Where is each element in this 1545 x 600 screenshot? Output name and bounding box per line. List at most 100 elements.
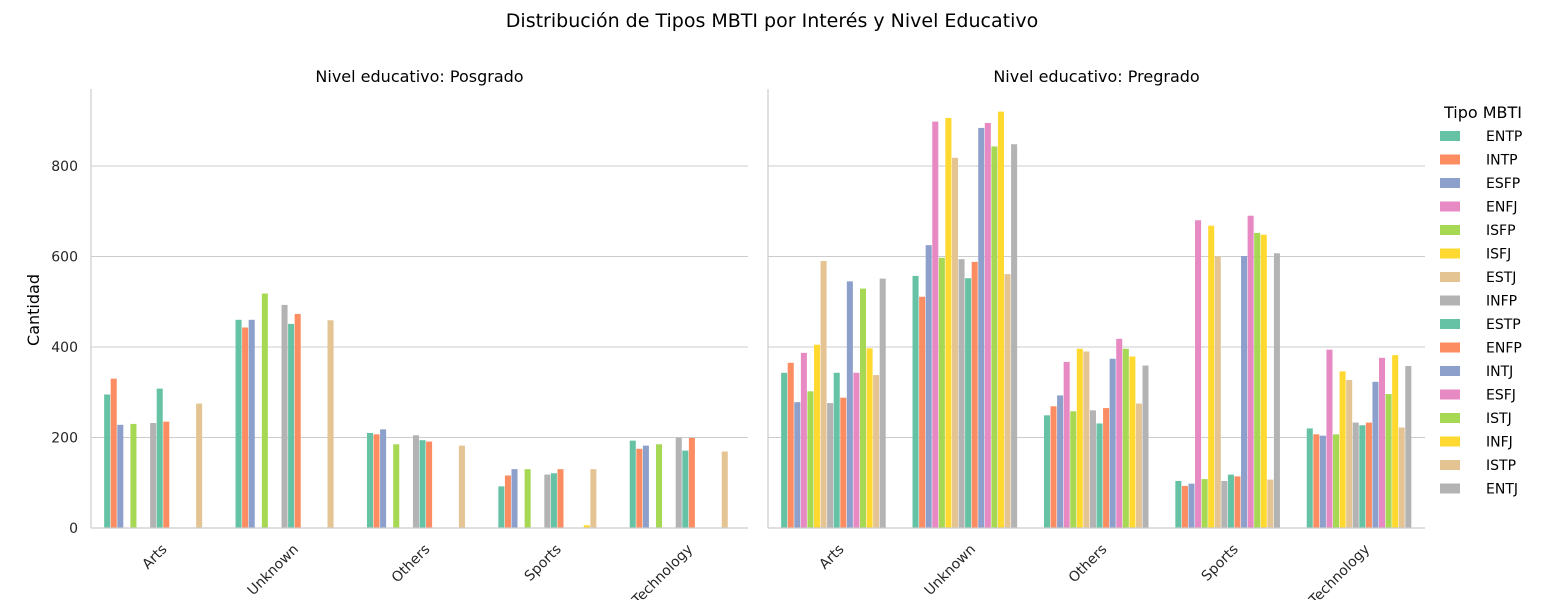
y-tick-label: 800 [51,159,78,175]
bar-others-istp [458,445,465,528]
bar-unknown-istp [1004,274,1011,528]
x-tick-label: Unknown [922,542,979,599]
legend-swatch [1440,201,1460,212]
bar-others-esfj [1116,338,1123,528]
bar-unknown-intp [919,296,926,528]
bar-arts-esfj [853,372,860,528]
bar-sports-esfp [511,469,518,528]
legend-item-enfp: ENFP [1440,341,1522,357]
bar-unknown-entj [1011,144,1018,528]
bar-arts-enfj [800,352,807,528]
bar-sports-istj [1254,232,1261,529]
bar-technology-estj [1346,380,1353,528]
bar-arts-isfp [130,423,137,528]
bar-technology-infp [1352,422,1359,528]
legend-item-enfj: ENFJ [1440,200,1518,216]
bar-arts-entp [104,394,111,528]
legend: Tipo MBTI ENTP INTP ESFP ENFJ ISFP ISFJ ESTJ IN… [1440,103,1522,498]
bar-technology-esfj [1379,357,1386,528]
x-tick-label: Others [1066,542,1111,587]
bar-others-istj [1122,348,1129,528]
x-tick-label: Technology [629,542,696,600]
bar-unknown-estp [288,323,295,528]
chart-title: Distribución de Tipos MBTI por Interés y… [506,10,1038,32]
legend-swatch [1440,248,1460,259]
bar-technology-estp [1359,425,1366,528]
legend-swatch [1440,295,1460,306]
bar-others-entj [1142,365,1149,528]
bar-unknown-entp [912,275,919,528]
y-tick-label: 400 [51,340,78,356]
legend-item-entj: ENTJ [1440,482,1518,498]
bar-unknown-estp [965,278,972,528]
bar-unknown-enfp [971,261,978,528]
x-tick-label: Others [389,542,434,587]
bar-sports-estj [1214,256,1221,528]
bar-others-esfp [380,429,387,528]
bar-arts-istp [196,403,203,528]
y-tick-label: 0 [69,521,78,537]
bar-unknown-esfp [248,319,255,528]
bar-arts-enfp [840,397,847,528]
legend-swatch [1440,436,1460,447]
bar-sports-enfp [557,469,564,528]
bar-unknown-esfj [984,122,991,528]
bar-arts-infp [150,423,157,528]
x-tick-label: Arts [816,542,847,573]
bar-unknown-esfp [925,245,932,528]
bar-sports-intp [504,475,511,528]
bar-arts-isfj [813,344,821,528]
bar-others-isfj [1076,348,1083,528]
bar-technology-infj [1392,355,1399,528]
legend-swatch [1440,413,1460,423]
bar-unknown-istj [991,146,998,529]
bar-technology-enfp [688,437,695,528]
legend-swatch [1440,178,1460,188]
legend-label: ENTP [1486,129,1522,145]
bar-unknown-isfp [261,293,268,528]
bar-sports-infp [544,474,551,528]
bar-arts-isfp [807,391,814,528]
bar-unknown-isfp [938,257,945,528]
bar-others-entp [1043,415,1050,528]
bar-others-estp [419,440,426,528]
legend-item-isfj: ISFJ [1440,247,1511,263]
legend-swatch [1440,366,1460,376]
legend-item-esfj: ESFJ [1440,388,1516,404]
y-tick-label: 600 [51,249,78,265]
legend-label: ENFP [1486,341,1522,357]
legend-swatch [1440,319,1460,329]
bar-others-infp [412,435,419,528]
panel-2: Nivel educativo: Pregrado Arts Unknown Othe… [767,67,1425,600]
bar-others-enfp [426,441,433,528]
bar-technology-entp [1306,428,1313,528]
legend-label: ISTP [1486,458,1516,474]
bar-technology-infp [675,437,682,528]
legend-swatch [1440,131,1460,141]
bar-others-infj [1129,356,1136,528]
legend-label: ENTJ [1486,482,1518,498]
legend-swatch [1440,342,1460,353]
bar-sports-istp [590,469,597,528]
bar-technology-intj [1372,381,1379,528]
legend-title: Tipo MBTI [1443,103,1522,122]
legend-label: INTJ [1486,364,1513,380]
panel-title: Nivel educativo: Pregrado [993,67,1199,86]
legend-label: ESFP [1486,176,1520,192]
bar-technology-esfp [642,445,649,528]
bar-unknown-isfj [945,117,952,529]
legend-label: INFP [1486,294,1517,310]
legend-item-intj: INTJ [1440,364,1513,380]
bar-arts-estp [156,388,163,528]
legend-item-istp: ISTP [1440,458,1516,474]
legend-item-intp: INTP [1440,153,1518,169]
legend-item-entp: ENTP [1440,129,1522,145]
bar-arts-intp [110,378,117,528]
bar-others-isfp [393,444,400,528]
bar-technology-intp [636,448,643,528]
bar-arts-entj [879,278,886,528]
bar-sports-infj [583,525,590,528]
bar-sports-intp [1181,485,1188,528]
bar-technology-istp [1398,427,1405,528]
bar-sports-entp [498,486,505,528]
